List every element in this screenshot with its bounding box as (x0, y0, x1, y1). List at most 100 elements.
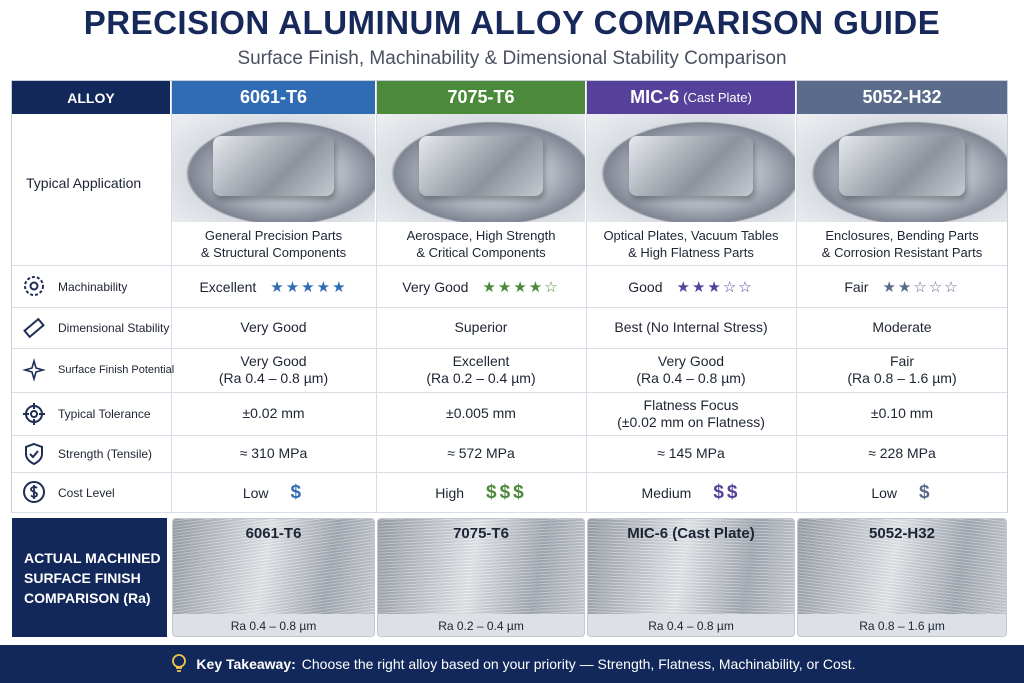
value-cell: ≈ 310 MPa (172, 435, 375, 472)
column-header: 7075-T6 (377, 81, 585, 114)
subtitle: Surface Finish, Machinability & Dimensio… (237, 48, 787, 69)
finish-name: 5052-H32 (869, 525, 935, 542)
value-line: (Ra 0.4 – 0.8 µm) (636, 370, 746, 386)
value-line: (Ra 0.2 – 0.4 µm) (426, 370, 536, 386)
row-label: Typical Tolerance (58, 406, 151, 421)
value-line: Excellent (452, 353, 510, 369)
value-cell: Best (No Internal Stress) (587, 307, 795, 348)
application-cell: General Precision Parts & Structural Comp… (172, 223, 375, 265)
finish-ra-bar: Ra 0.4 – 0.8 µm (173, 614, 374, 636)
column-name: 7075-T6 (447, 87, 515, 107)
finish-label-line: SURFACE FINISH (24, 569, 141, 586)
finish-label-line: COMPARISON (Ra) (24, 589, 151, 606)
cost-symbols: $ (919, 481, 933, 503)
cost-symbols: $$ (713, 481, 741, 503)
value-cell: ≈ 228 MPa (797, 435, 1007, 472)
finish-ra: Ra 0.4 – 0.8 µm (230, 619, 317, 633)
application-cell: Enclosures, Bending Parts & Corrosion Res… (797, 223, 1007, 265)
value-cell: ±0.005 mm (377, 392, 585, 435)
application-cell: Optical Plates, Vacuum Tables & High Flat… (587, 223, 795, 265)
application-line: & Corrosion Resistant Parts (821, 245, 983, 260)
value-cell: Very Good (172, 307, 375, 348)
row-icon (24, 276, 44, 296)
application-line: General Precision Parts (204, 228, 343, 243)
finish-ra: Ra 0.8 – 1.6 µm (859, 619, 945, 633)
rating-stars: ★★★☆☆ (676, 278, 754, 296)
application-cell: Aerospace, High Strength & Critical Compo… (377, 223, 585, 265)
row-icon (25, 442, 43, 465)
value-line: Moderate (872, 319, 932, 335)
finish-name: 6061-T6 (245, 525, 302, 542)
value-line: ≈ 310 MPa (239, 445, 308, 461)
rating-stars: ★★★★★ (270, 278, 348, 296)
value-line: (Ra 0.8 – 1.6 µm) (847, 370, 957, 386)
application-line: & Critical Components (416, 245, 546, 260)
part-shape (212, 136, 335, 196)
row-divider (12, 348, 1007, 349)
value-cell: ≈ 145 MPa (587, 435, 795, 472)
column-header: 6061-T6 (172, 81, 375, 114)
value-line: (Ra 0.4 – 0.8 µm) (218, 370, 329, 386)
rating-cell: Excellent ★★★★★ (172, 266, 375, 307)
footer-lead: Key Takeaway: (196, 656, 296, 672)
rating-cell: Good ★★★☆☆ (587, 266, 795, 307)
corner-text: ALLOY (67, 89, 115, 106)
finish-label-line: ACTUAL MACHINED (24, 549, 161, 566)
rating-text: Fair (844, 278, 869, 295)
value-line: ≈ 572 MPa (447, 445, 515, 461)
value-line: Flatness Focus (643, 396, 739, 413)
column-header: MIC-6 (Cast Plate) (587, 81, 795, 114)
finish-ra-bar: Ra 0.4 – 0.8 µm (588, 614, 794, 636)
cost-text: Low (242, 484, 269, 501)
col-divider (171, 81, 172, 512)
value-line: Fair (889, 353, 915, 369)
row-divider (12, 265, 1007, 266)
row-label: Machinability (58, 280, 128, 294)
finish-ra: Ra 0.2 – 0.4 µm (438, 619, 524, 633)
value-line: ±0.10 mm (870, 405, 934, 421)
rating-stars: ★★★★☆ (482, 278, 560, 296)
rating-cell: Fair ★★☆☆☆ (797, 266, 1007, 307)
part-photo (797, 114, 1007, 222)
value-line: ±0.02 mm (242, 405, 305, 421)
value-cell: Moderate (797, 307, 1007, 348)
part-shape (839, 136, 965, 196)
value-line: (±0.02 mm on Flatness) (617, 413, 765, 430)
value-cell: Very Good (Ra 0.4 – 0.8 µm) (587, 348, 795, 392)
value-cell: Excellent (Ra 0.2 – 0.4 µm) (377, 348, 585, 392)
finish-panel: 6061-T6 Ra 0.4 – 0.8 µm (172, 518, 375, 637)
value-cell: ±0.02 mm (172, 392, 375, 435)
row-divider (12, 307, 1007, 308)
value-line: Very Good (240, 353, 307, 369)
value-line: ≈ 228 MPa (868, 445, 936, 461)
rating-cell: Very Good ★★★★☆ (377, 266, 585, 307)
row-divider (12, 472, 1007, 473)
cost-text: Low (871, 484, 898, 501)
application-line: Aerospace, High Strength (406, 228, 556, 243)
row-icon (22, 358, 46, 382)
finish-label-box: ACTUAL MACHINED SURFACE FINISH COMPARISON … (12, 518, 167, 637)
part-shape (418, 136, 544, 196)
cost-text: Medium (641, 484, 692, 501)
value-line: ±0.005 mm (446, 405, 516, 421)
column-name: 6061-T6 (239, 87, 308, 107)
col-divider (796, 81, 797, 512)
value-cell: Fair (Ra 0.8 – 1.6 µm) (797, 348, 1007, 392)
column-name: MIC-6 (630, 87, 680, 107)
cost-cell: Low $ (797, 473, 1007, 512)
value-cell: Flatness Focus (±0.02 mm on Flatness) (587, 392, 795, 435)
rating-text: Very Good (402, 278, 469, 295)
row-divider (12, 512, 1007, 513)
cost-cell: Low $ (172, 473, 375, 512)
col-divider (586, 81, 587, 512)
finish-name: 7075-T6 (453, 525, 509, 542)
part-photo (172, 114, 375, 222)
row-label: Strength (Tensile) (58, 446, 153, 461)
finish-panel: 7075-T6 Ra 0.2 – 0.4 µm (377, 518, 585, 637)
row-divider (12, 392, 1007, 393)
value-cell: Very Good (Ra 0.4 – 0.8 µm) (172, 348, 375, 392)
value-cell: ≈ 572 MPa (377, 435, 585, 472)
value-line: Very Good (657, 353, 725, 369)
corner-header: ALLOY (12, 81, 170, 114)
